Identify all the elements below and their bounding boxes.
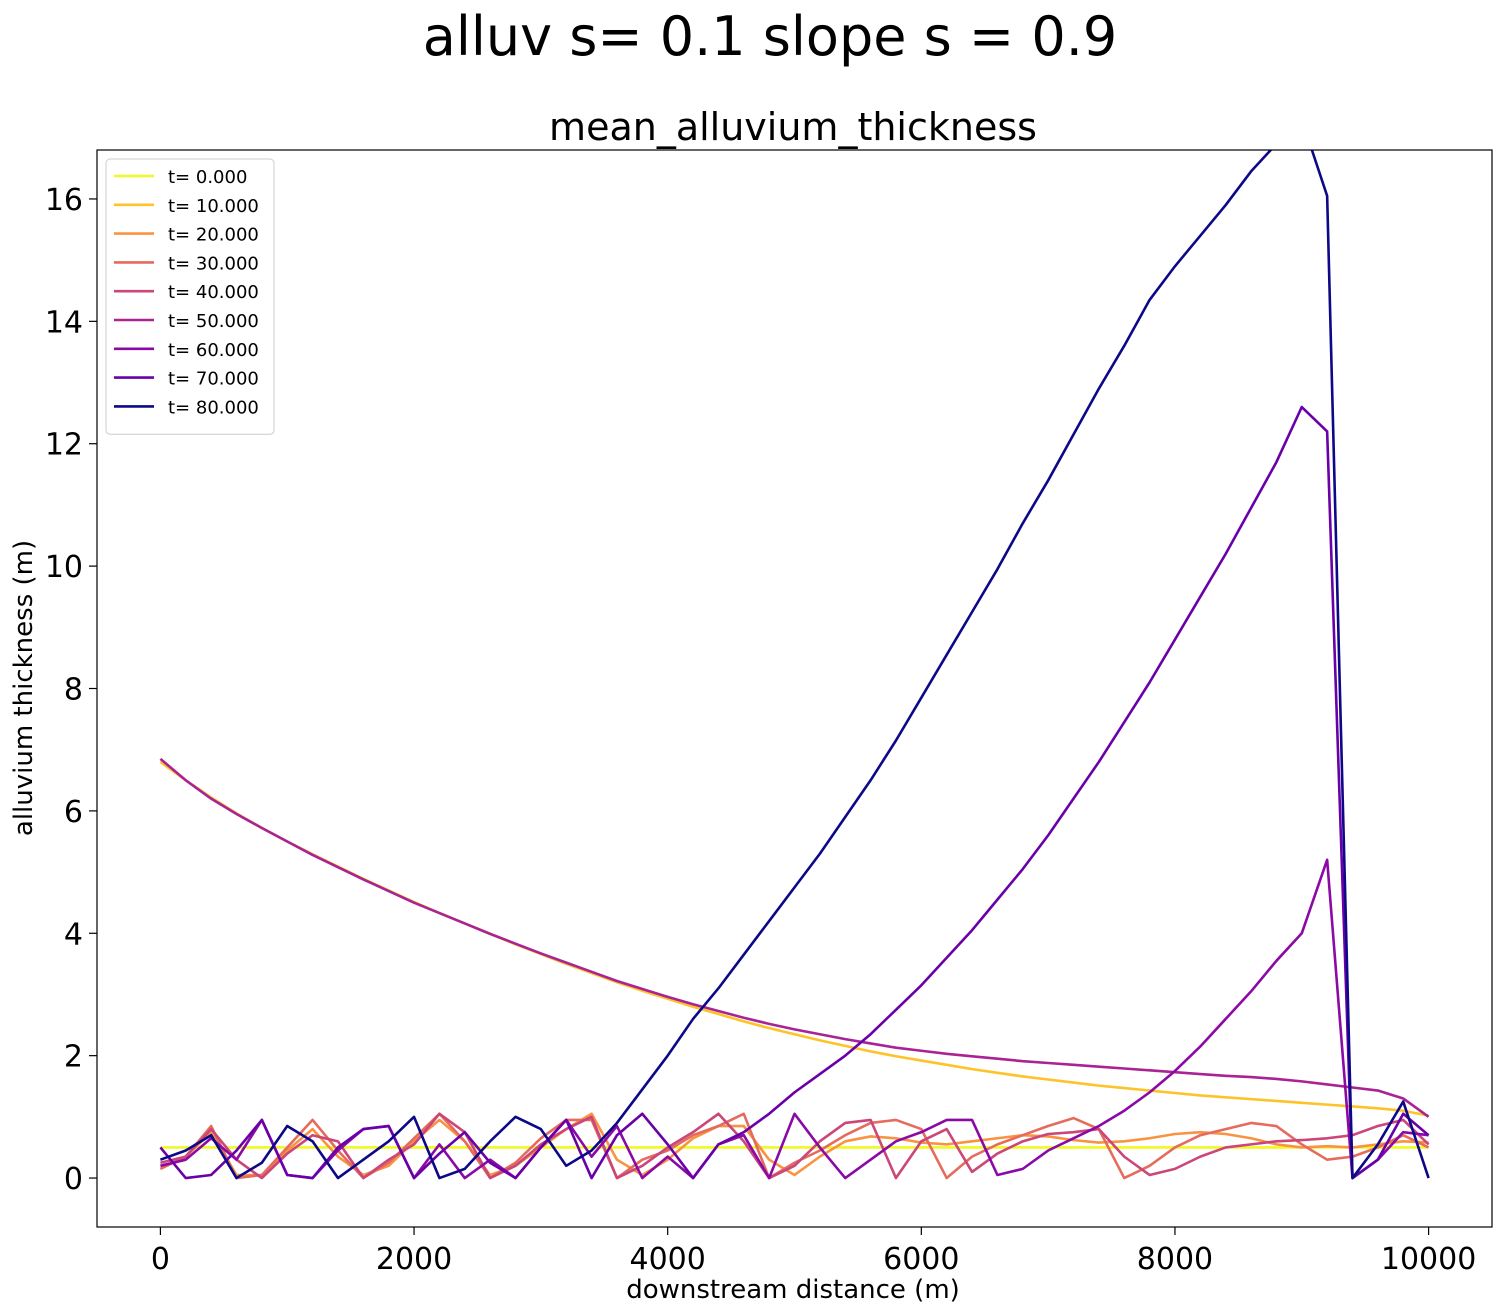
y-tick-label: 2 xyxy=(64,1040,83,1075)
series-line-7 xyxy=(159,405,1430,1180)
legend-label: t= 40.000 xyxy=(168,282,259,303)
y-tick-label: 8 xyxy=(64,673,83,708)
series-line-4 xyxy=(160,1112,1430,1180)
x-axis-label: downstream distance (m) xyxy=(626,1275,960,1305)
legend-label: t= 70.000 xyxy=(168,369,259,390)
legend-box xyxy=(105,158,275,435)
legend-label: t= 0.000 xyxy=(168,167,247,188)
legend-label: t= 30.000 xyxy=(168,253,259,274)
series-line-1 xyxy=(159,760,1429,1117)
y-tick-label: 6 xyxy=(64,795,83,830)
y-axis: 0 2 4 6 8 10 12 14 16 xyxy=(45,183,97,1197)
plot-frame xyxy=(96,149,1493,1228)
legend-label: t= 50.000 xyxy=(168,311,259,332)
x-tick-label: 6000 xyxy=(883,1242,959,1277)
x-tick-label: 0 xyxy=(151,1242,170,1277)
legend: t= 0.000 t= 10.000 t= 20.000 t= 30.000 t= 40… xyxy=(105,158,275,435)
x-tick-label: 8000 xyxy=(1137,1242,1213,1277)
chart-title: mean_alluvium_thickness xyxy=(549,105,1037,149)
series-line-5 xyxy=(159,757,1430,1118)
series-line-8 xyxy=(159,150,1430,1180)
y-tick-label: 14 xyxy=(45,305,83,340)
x-tick-label: 4000 xyxy=(630,1242,706,1277)
y-tick-label: 10 xyxy=(45,550,83,585)
figure-suptitle: alluv s= 0.1 slope s = 0.9 xyxy=(423,5,1117,68)
x-tick-label: 2000 xyxy=(376,1242,452,1277)
series-line-6 xyxy=(160,858,1429,1180)
y-tick-label: 16 xyxy=(45,183,83,218)
legend-label: t= 60.000 xyxy=(168,340,259,361)
x-axis: 0 2000 4000 6000 8000 10000 xyxy=(151,1227,1476,1277)
series-layer xyxy=(159,150,1430,1180)
y-tick-label: 4 xyxy=(64,917,83,952)
x-tick-label: 10000 xyxy=(1381,1242,1476,1277)
legend-label: t= 20.000 xyxy=(168,225,259,246)
y-tick-label: 12 xyxy=(45,428,83,463)
legend-label: t= 80.000 xyxy=(168,397,259,418)
y-tick-label: 0 xyxy=(64,1162,83,1197)
y-axis-label: alluvium thickness (m) xyxy=(9,540,39,836)
legend-label: t= 10.000 xyxy=(168,196,259,217)
